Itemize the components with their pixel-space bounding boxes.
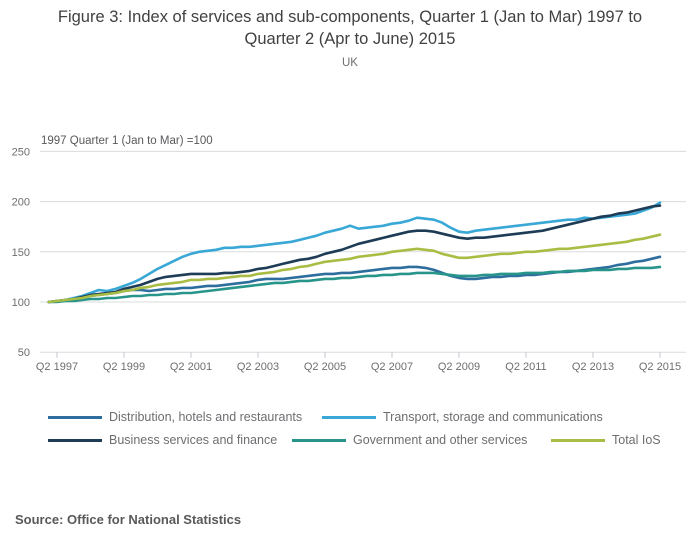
legend-swatch-government (292, 438, 346, 442)
series-line-total-ios (47, 233, 662, 304)
legend-swatch-distribution (48, 415, 102, 419)
y-tick-label: 200 (12, 197, 30, 209)
legend-label: Total IoS (612, 433, 661, 447)
legend-swatch-transport (322, 415, 376, 419)
y-tick-label: 100 (12, 297, 30, 309)
x-tick-label: Q2 1997 (36, 361, 78, 373)
x-tick-label: Q2 2015 (639, 361, 681, 373)
legend-swatch-business (48, 438, 102, 442)
y-tick-label: 150 (12, 247, 30, 259)
chart-subtitle: UK (342, 57, 358, 69)
legend-item-transport[interactable]: Transport, storage and communications (322, 410, 603, 424)
x-tick-label: Q2 2003 (237, 361, 279, 373)
series-line-transport-storage-and-communications (47, 201, 662, 304)
x-tick-label: Q2 2005 (304, 361, 346, 373)
source-note: Source: Office for National Statistics (15, 512, 242, 527)
x-tick-label: Q2 2007 (371, 361, 413, 373)
legend-item-business[interactable]: Business services and finance (48, 433, 277, 447)
legend-swatch-total-ios (551, 438, 605, 442)
series-line-business-services-and-finance (47, 204, 662, 304)
legend-item-distribution[interactable]: Distribution, hotels and restaurants (48, 410, 302, 424)
legend-label: Transport, storage and communications (383, 410, 603, 424)
chart-title: Figure 3: Index of services and sub-comp… (57, 8, 643, 48)
legend-item-total-ios[interactable]: Total IoS (551, 433, 661, 447)
y-tick-label: 50 (18, 347, 30, 359)
x-tick-label: Q2 1999 (103, 361, 145, 373)
legend-item-government[interactable]: Government and other services (292, 433, 527, 447)
x-tick-label: Q2 2013 (572, 361, 614, 373)
series-line-government-and-other-services (47, 265, 662, 304)
legend-label: Business services and finance (109, 433, 278, 447)
legend-label: Government and other services (353, 433, 528, 447)
y-tick-label: 250 (12, 146, 30, 158)
x-tick-label: Q2 2009 (438, 361, 480, 373)
x-tick-label: Q2 2001 (170, 361, 212, 373)
x-tick-label: Q2 2011 (505, 361, 546, 373)
legend-label: Distribution, hotels and restaurants (109, 410, 303, 424)
line-chart: 250 200 150 100 50 Q2 1997 Q2 1999 Q2 2001 Q2 20… (12, 146, 686, 373)
axis-note: 1997 Quarter 1 (Jan to Mar) =100 (41, 135, 213, 147)
